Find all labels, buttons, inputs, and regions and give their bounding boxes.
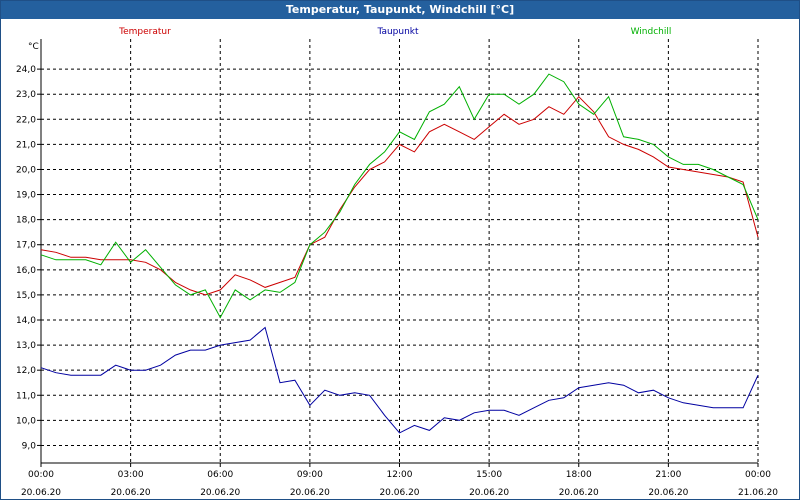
- y-tick-label: 16,0: [16, 266, 36, 276]
- window-title: Temperatur, Taupunkt, Windchill [°C]: [1, 1, 799, 19]
- y-tick-label: 11,0: [16, 391, 36, 401]
- x-tick-label-date: 20.06.20: [21, 488, 61, 498]
- x-tick-label-date: 20.06.20: [469, 488, 509, 498]
- x-tick-label-time: 00:00: [745, 470, 771, 480]
- legend-temperatur: Temperatur: [118, 27, 171, 37]
- x-tick-label-time: 15:00: [476, 470, 502, 480]
- x-tick-label-time: 09:00: [297, 470, 323, 480]
- x-tick-label-date: 20.06.20: [648, 488, 688, 498]
- y-tick-label: 19,0: [16, 191, 36, 201]
- x-tick-label-date: 20.06.20: [111, 488, 151, 498]
- y-tick-label: 22,0: [16, 115, 36, 125]
- x-tick-label-time: 06:00: [207, 470, 233, 480]
- y-tick-label: 17,0: [16, 241, 36, 251]
- y-tick-label: 24,0: [16, 65, 36, 75]
- series-line-windchill: [40, 73, 759, 319]
- x-tick-label-time: 12:00: [387, 470, 413, 480]
- x-tick-label-time: 21:00: [655, 470, 681, 480]
- y-tick-label: 18,0: [16, 216, 36, 226]
- y-axis-unit: °C: [28, 42, 39, 52]
- x-tick-label-date: 20.06.20: [290, 488, 330, 498]
- y-tick-label: 14,0: [16, 316, 36, 326]
- y-tick-label: 13,0: [16, 341, 36, 351]
- x-tick-label-date: 20.06.20: [379, 488, 419, 498]
- x-tick-label-time: 00:00: [28, 470, 54, 480]
- x-tick-label-time: 18:00: [566, 470, 592, 480]
- y-tick-label: 9,0: [22, 441, 37, 451]
- y-tick-label: 12,0: [16, 366, 36, 376]
- series-line-temperatur: [40, 95, 759, 296]
- x-tick-label-time: 03:00: [118, 470, 144, 480]
- legend-taupunkt: Taupunkt: [376, 27, 419, 37]
- y-tick-label: 15,0: [16, 291, 36, 301]
- line-chart: °C 9,0 10,0 11,0 12,0 13,0 14,0 15,0 16,0 17,0 18,…: [16, 27, 778, 498]
- legend-windchill: Windchill: [631, 27, 672, 37]
- x-tick-label-date: 21.06.20: [738, 488, 778, 498]
- x-tick-label-date: 20.06.20: [200, 488, 240, 498]
- y-tick-label: 10,0: [16, 416, 36, 426]
- series-line-taupunkt: [40, 326, 759, 434]
- x-tick-label-date: 20.06.20: [559, 488, 599, 498]
- y-tick-label: 23,0: [16, 90, 36, 100]
- y-tick-label: 20,0: [16, 165, 36, 175]
- y-tick-label: 21,0: [16, 140, 36, 150]
